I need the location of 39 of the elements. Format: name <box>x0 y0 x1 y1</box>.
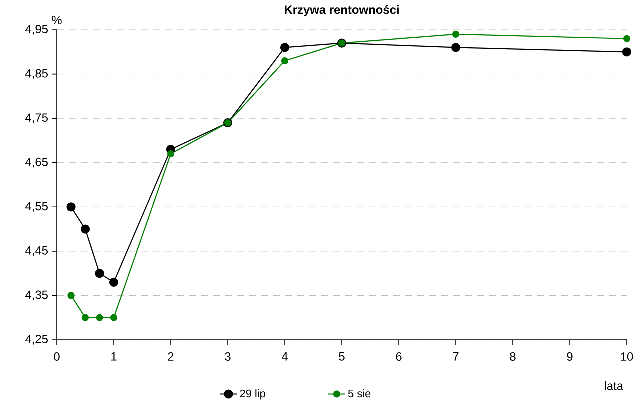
x-tick-label: 6 <box>396 352 402 361</box>
x-tick-label: 3 <box>225 352 231 361</box>
point <box>452 30 460 38</box>
y-tick-label: 4,35 <box>25 290 48 301</box>
point <box>281 57 289 65</box>
y-tick-label: 4,95 <box>25 25 48 35</box>
x-tick-label: 1 <box>112 352 117 361</box>
point <box>280 43 290 52</box>
y-tick-label: 4,75 <box>25 114 48 124</box>
point <box>96 314 104 322</box>
legend-label: 29 lip <box>240 390 266 400</box>
point <box>109 278 119 287</box>
x-tick-label: 2 <box>168 352 174 361</box>
y-tick-label: 4,45 <box>25 246 48 256</box>
legend-label: 5 sie <box>348 390 371 398</box>
chart-title: Krzywa rentowności <box>285 5 399 17</box>
x-tick-label: 5 <box>339 352 345 361</box>
point <box>82 314 90 322</box>
point <box>95 269 104 278</box>
x-axis-title: lata <box>605 382 624 390</box>
point <box>623 35 631 42</box>
x-tick-label: 8 <box>510 352 516 361</box>
y-axis-title: % <box>52 16 62 24</box>
x-tick-label: 7 <box>453 352 459 361</box>
x-tick-label: 4 <box>282 352 288 361</box>
point <box>167 150 175 158</box>
point <box>68 292 75 300</box>
point <box>451 43 461 52</box>
point <box>622 48 632 57</box>
point <box>80 224 90 234</box>
x-tick-label: 9 <box>567 352 573 361</box>
y-tick-label: 4,85 <box>25 69 48 80</box>
point <box>110 314 118 322</box>
y-tick-label: 4,65 <box>25 158 48 168</box>
y-tick-label: 4,55 <box>25 202 48 212</box>
x-tick-label: 10 <box>621 352 634 361</box>
x-tick-label: 0 <box>54 352 60 361</box>
point <box>66 202 76 212</box>
y-tick-label: 4,25 <box>25 335 48 345</box>
